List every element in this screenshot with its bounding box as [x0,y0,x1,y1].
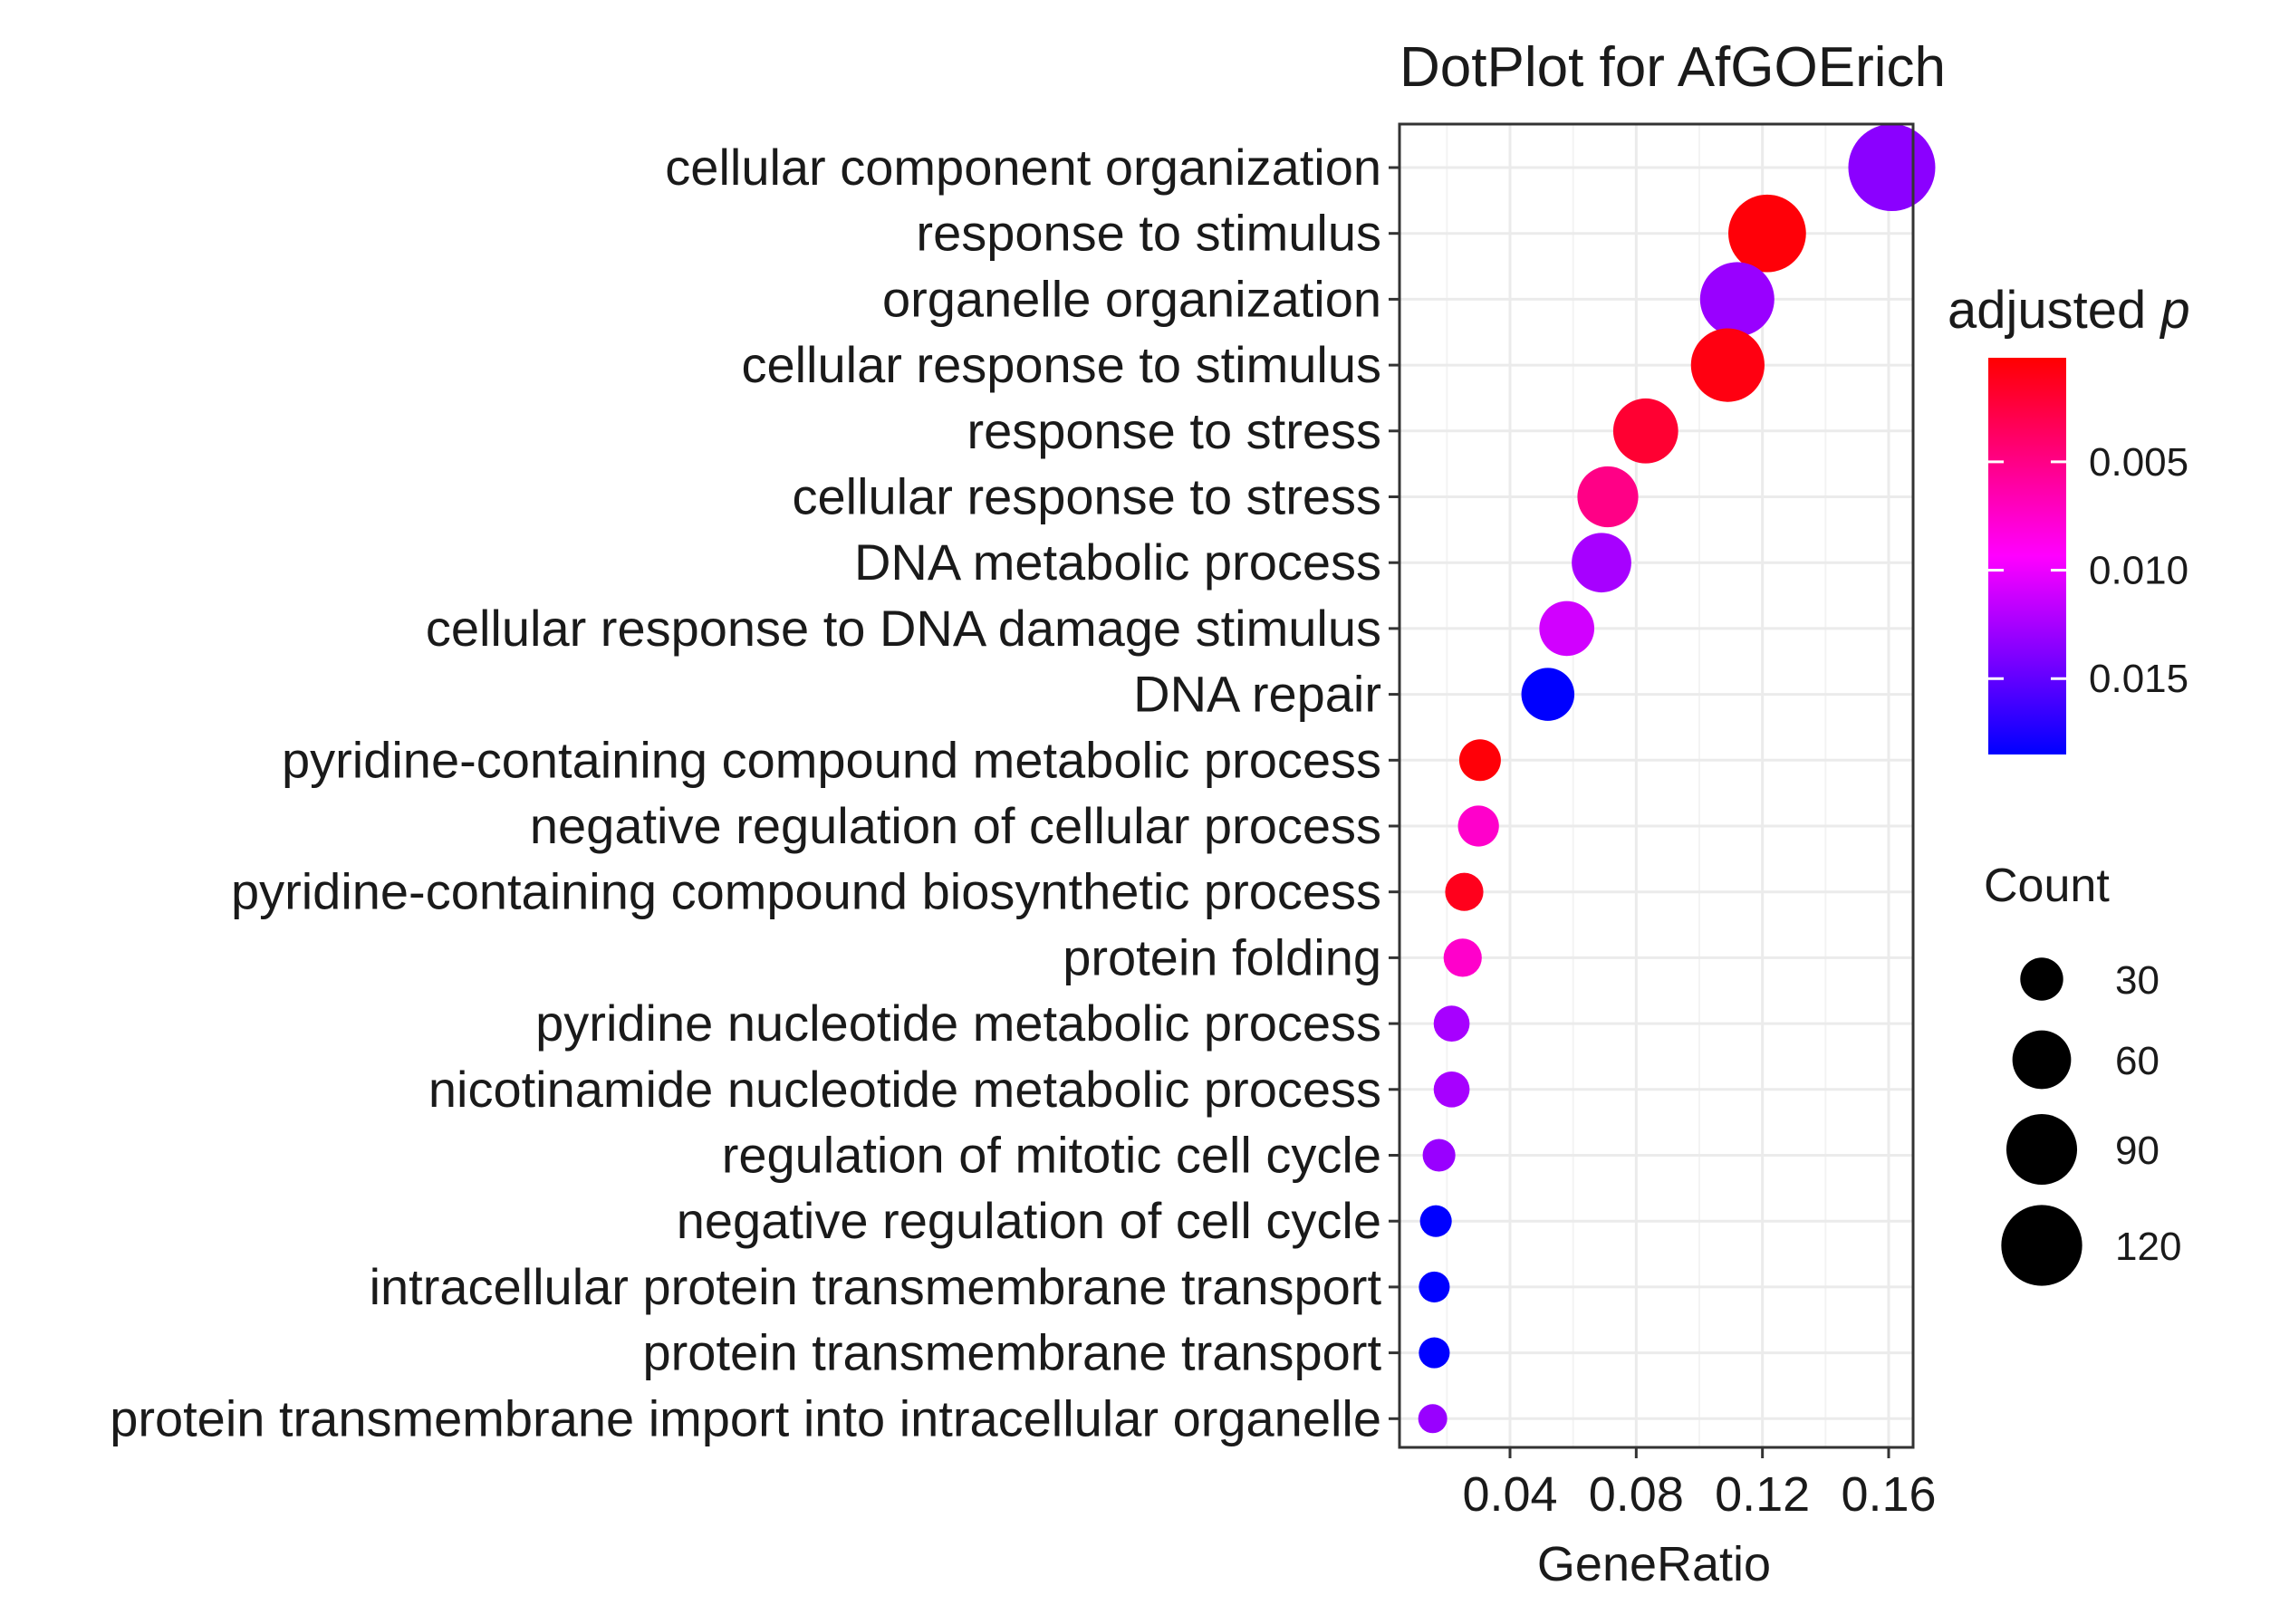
size-legend-dot [2012,1030,2072,1090]
y-axis: cellular component organization response … [110,139,1400,1446]
data-point [1418,1404,1448,1434]
y-tick-label: negative regulation of cellular process [530,797,1381,854]
color-bar-ticks: 0.005 0.010 0.015 [1988,440,2188,701]
y-tick-label: pyridine-containing compound biosyntheti… [231,863,1381,920]
color-legend: adjusted p 0.005 0.010 0.015 [1948,281,2190,754]
size-legend-label: 120 [2115,1225,2181,1269]
size-legend-entries: 30 60 90 120 [2001,957,2181,1286]
chart-title: DotPlot for AfGOErich [1400,36,1946,99]
data-point [1612,398,1678,464]
size-legend-dot [2001,1205,2082,1286]
color-bar-tick-label: 0.005 [2089,440,2188,485]
data-point [1577,466,1639,528]
x-tick-label: 0.12 [1715,1467,1810,1522]
y-tick-label: cellular response to stress [792,468,1381,525]
y-tick-label: negative regulation of cell cycle [677,1192,1381,1249]
y-tick-label: cellular component organization [665,139,1381,196]
y-tick-label: DNA repair [1133,666,1381,723]
panel-background [1400,124,1913,1447]
y-tick-label: organelle organization [882,270,1381,327]
y-tick-label: regulation of mitotic cell cycle [722,1127,1381,1184]
x-axis: 0.04 0.08 0.12 0.16 [1462,1447,1937,1522]
color-bar-tick-label: 0.015 [2089,657,2188,701]
y-tick-label: protein folding [1063,928,1381,985]
y-tick-label: cellular response to DNA damage stimulus [426,600,1381,657]
size-legend: Count 30 60 90 120 [1984,860,2181,1286]
data-point [1445,872,1484,911]
y-tick-label: protein transmembrane import into intrac… [110,1389,1381,1446]
color-bar [1988,358,2066,754]
size-legend-label: 90 [2115,1129,2159,1173]
y-tick-label: DNA metabolic process [854,533,1381,591]
data-point [1433,1071,1470,1108]
color-bar-tick-label: 0.010 [2089,549,2188,593]
y-tick-label: pyridine-containing compound metabolic p… [282,731,1381,788]
data-point [1457,805,1499,847]
color-legend-title: adjusted p [1948,281,2190,340]
y-tick-label: pyridine nucleotide metabolic process [535,995,1381,1052]
data-point [1419,1205,1452,1237]
size-legend-label: 30 [2115,958,2159,1003]
y-tick-label: nicotinamide nucleotide metabolic proces… [428,1061,1381,1118]
size-legend-title: Count [1984,860,2110,912]
data-point [1419,1271,1450,1302]
y-tick-label: response to stimulus [916,205,1381,262]
x-tick-label: 0.16 [1841,1467,1936,1522]
data-point [1419,1337,1450,1369]
y-tick-label: intracellular protein transmembrane tran… [370,1258,1382,1315]
data-point [1443,938,1482,977]
y-tick-label: cellular response to stimulus [741,336,1381,393]
data-point [1422,1139,1456,1172]
y-tick-label: response to stress [967,402,1381,459]
size-legend-label: 60 [2115,1039,2159,1083]
plot-panel [1398,122,1936,1449]
data-point [1699,262,1775,337]
panel-border [1398,122,1915,1449]
data-point [1572,533,1631,593]
color-legend-title-italic: p [2159,281,2189,340]
data-point [1521,668,1575,721]
color-legend-title-main: adjusted [1948,281,2160,340]
data-point [1433,1005,1470,1042]
data-point [1690,328,1765,402]
data-point [1728,194,1806,273]
data-point [1539,601,1595,657]
size-legend-dot [2005,1113,2078,1186]
x-tick-label: 0.04 [1462,1467,1557,1522]
x-tick-label: 0.08 [1589,1467,1684,1522]
size-legend-dot [2020,957,2063,1001]
x-axis-label: GeneRatio [1537,1537,1771,1591]
data-point [1458,739,1501,782]
data-point [1848,124,1936,211]
y-tick-label: protein transmembrane transport [643,1324,1382,1381]
